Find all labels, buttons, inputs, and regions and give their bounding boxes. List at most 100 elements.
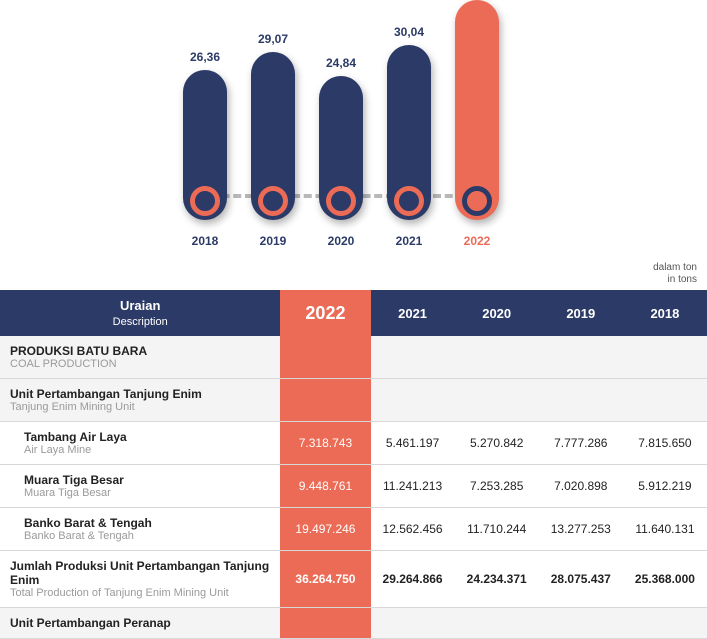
row-description: Unit Pertambangan Tanjung EnimTanjung En… bbox=[0, 379, 280, 422]
table-row: PRODUKSI BATU BARACOAL PRODUCTION bbox=[0, 336, 707, 379]
cell-year: 28.075.437 bbox=[539, 551, 623, 608]
xaxis-label: 2022 bbox=[452, 234, 502, 248]
cell-year bbox=[455, 336, 539, 379]
bar-ring-icon bbox=[462, 186, 492, 216]
bar-shape bbox=[455, 0, 499, 220]
cell-year bbox=[623, 608, 707, 639]
bar-2022 bbox=[452, 0, 502, 220]
row-description: PRODUKSI BATU BARACOAL PRODUCTION bbox=[0, 336, 280, 379]
cell-year: 11.640.131 bbox=[623, 508, 707, 551]
cell-2022: 7.318.743 bbox=[280, 422, 370, 465]
cell-2022 bbox=[280, 608, 370, 639]
bar-shape bbox=[183, 70, 227, 220]
bar-ring-icon bbox=[190, 186, 220, 216]
row-description: Jumlah Produksi Unit Pertambangan Tanjun… bbox=[0, 551, 280, 608]
table-row: Unit Pertambangan Tanjung EnimTanjung En… bbox=[0, 379, 707, 422]
header-desc-secondary: Description bbox=[113, 316, 168, 328]
row-primary-label: PRODUKSI BATU BARA bbox=[10, 344, 270, 358]
row-description: Tambang Air LayaAir Laya Mine bbox=[0, 422, 280, 465]
bar-ring-icon bbox=[258, 186, 288, 216]
production-bar-chart: 26,36 29,07 24,84 30,04 2018 2019 2020 2021 202… bbox=[0, 0, 707, 260]
row-description: Banko Barat & TengahBanko Barat & Tengah bbox=[0, 508, 280, 551]
bar-2021: 30,04 bbox=[384, 25, 434, 220]
bar-ring-icon bbox=[326, 186, 356, 216]
row-secondary-label: Air Laya Mine bbox=[10, 444, 270, 456]
cell-year bbox=[371, 379, 455, 422]
row-secondary-label: COAL PRODUCTION bbox=[10, 358, 270, 370]
header-2018: 2018 bbox=[623, 290, 707, 336]
cell-year: 25.368.000 bbox=[623, 551, 707, 608]
bar-shape bbox=[319, 76, 363, 220]
cell-year bbox=[455, 608, 539, 639]
cell-year bbox=[371, 336, 455, 379]
bar-value-label: 29,07 bbox=[258, 32, 288, 46]
row-primary-label: Jumlah Produksi Unit Pertambangan Tanjun… bbox=[10, 559, 270, 587]
row-secondary-label: Total Production of Tanjung Enim Mining … bbox=[10, 587, 270, 599]
unit-note-primary: dalam ton bbox=[653, 262, 697, 273]
cell-year: 29.264.866 bbox=[371, 551, 455, 608]
cell-year bbox=[539, 336, 623, 379]
header-2019: 2019 bbox=[539, 290, 623, 336]
cell-2022 bbox=[280, 336, 370, 379]
cell-year: 5.270.842 bbox=[455, 422, 539, 465]
bar-value-label: 24,84 bbox=[326, 56, 356, 70]
production-table: Uraian Description 2022 2021 2020 2019 2… bbox=[0, 290, 707, 639]
cell-year: 7.777.286 bbox=[539, 422, 623, 465]
xaxis-label: 2020 bbox=[316, 234, 366, 248]
cell-year: 7.020.898 bbox=[539, 465, 623, 508]
header-2020: 2020 bbox=[455, 290, 539, 336]
bar-2018: 26,36 bbox=[180, 50, 230, 220]
table-row: Tambang Air LayaAir Laya Mine7.318.7435.… bbox=[0, 422, 707, 465]
unit-note-secondary: in tons bbox=[668, 274, 697, 285]
bar-value-label: 26,36 bbox=[190, 50, 220, 64]
row-primary-label: Unit Pertambangan Peranap bbox=[10, 616, 270, 630]
row-description: Muara Tiga BesarMuara Tiga Besar bbox=[0, 465, 280, 508]
cell-2022 bbox=[280, 379, 370, 422]
table-row: Muara Tiga BesarMuara Tiga Besar9.448.76… bbox=[0, 465, 707, 508]
header-2022: 2022 bbox=[280, 290, 370, 336]
cell-year: 13.277.253 bbox=[539, 508, 623, 551]
cell-year: 24.234.371 bbox=[455, 551, 539, 608]
cell-year: 11.710.244 bbox=[455, 508, 539, 551]
bar-2020: 24,84 bbox=[316, 56, 366, 220]
row-primary-label: Muara Tiga Besar bbox=[10, 473, 270, 487]
cell-year: 12.562.456 bbox=[371, 508, 455, 551]
cell-2022: 9.448.761 bbox=[280, 465, 370, 508]
cell-year: 5.912.219 bbox=[623, 465, 707, 508]
row-secondary-label: Tanjung Enim Mining Unit bbox=[10, 401, 270, 413]
cell-year bbox=[623, 336, 707, 379]
table-row: Unit Pertambangan Peranap bbox=[0, 608, 707, 639]
xaxis-label: 2021 bbox=[384, 234, 434, 248]
cell-year: 7.815.650 bbox=[623, 422, 707, 465]
bar-shape bbox=[387, 45, 431, 220]
cell-year: 5.461.197 bbox=[371, 422, 455, 465]
cell-year bbox=[455, 379, 539, 422]
cell-year: 7.253.285 bbox=[455, 465, 539, 508]
unit-note: dalam ton in tons bbox=[0, 260, 707, 290]
cell-2022: 19.497.246 bbox=[280, 508, 370, 551]
header-2021: 2021 bbox=[371, 290, 455, 336]
row-primary-label: Banko Barat & Tengah bbox=[10, 516, 270, 530]
row-secondary-label: Muara Tiga Besar bbox=[10, 487, 270, 499]
row-secondary-label: Banko Barat & Tengah bbox=[10, 530, 270, 542]
table-row: Jumlah Produksi Unit Pertambangan Tanjun… bbox=[0, 551, 707, 608]
cell-year bbox=[623, 379, 707, 422]
cell-2022: 36.264.750 bbox=[280, 551, 370, 608]
header-desc-primary: Uraian bbox=[120, 298, 160, 313]
row-description: Unit Pertambangan Peranap bbox=[0, 608, 280, 639]
bar-2019: 29,07 bbox=[248, 32, 298, 220]
cell-year bbox=[371, 608, 455, 639]
table-row: Banko Barat & TengahBanko Barat & Tengah… bbox=[0, 508, 707, 551]
row-primary-label: Unit Pertambangan Tanjung Enim bbox=[10, 387, 270, 401]
cell-year: 11.241.213 bbox=[371, 465, 455, 508]
bar-value-label: 30,04 bbox=[394, 25, 424, 39]
header-description: Uraian Description bbox=[0, 290, 280, 336]
bar-shape bbox=[251, 52, 295, 220]
row-primary-label: Tambang Air Laya bbox=[10, 430, 270, 444]
bar-ring-icon bbox=[394, 186, 424, 216]
xaxis-label: 2019 bbox=[248, 234, 298, 248]
cell-year bbox=[539, 379, 623, 422]
cell-year bbox=[539, 608, 623, 639]
table-header-row: Uraian Description 2022 2021 2020 2019 2… bbox=[0, 290, 707, 336]
xaxis-label: 2018 bbox=[180, 234, 230, 248]
